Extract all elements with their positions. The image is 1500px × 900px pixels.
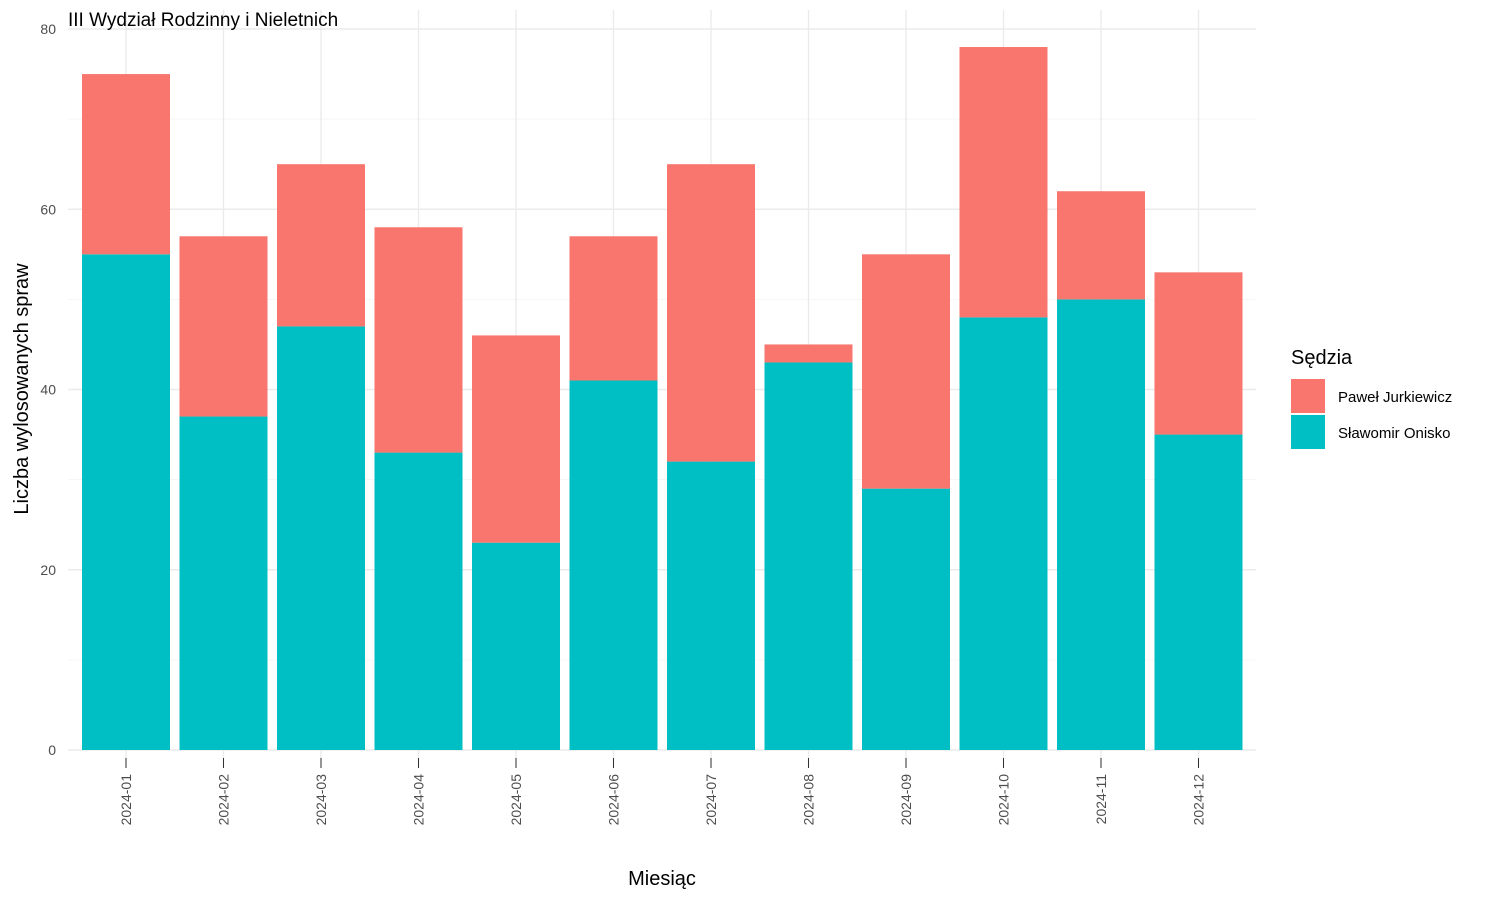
chart-title: III Wydział Rodzinny i Nieletnich — [68, 10, 338, 31]
x-tick-label: 2024-10 — [996, 774, 1012, 826]
bar-segment — [277, 326, 365, 750]
bar-segment — [959, 47, 1048, 318]
bar-segment — [1057, 299, 1145, 750]
x-tick-label: 2024-12 — [1191, 774, 1207, 826]
bar-segment — [764, 344, 853, 363]
x-tick-label: 2024-01 — [118, 774, 134, 826]
legend-title: Sędzia — [1291, 347, 1353, 369]
legend-label: Paweł Jurkiewicz — [1338, 389, 1452, 406]
bar-segment — [374, 452, 463, 750]
y-tick-label: 40 — [40, 382, 56, 398]
y-tick-label: 60 — [40, 201, 56, 217]
x-tick-label: 2024-09 — [898, 774, 914, 826]
x-tick-label: 2024-06 — [606, 774, 622, 826]
bar-segment — [82, 254, 170, 750]
y-axis-title: Liczba wylosowanych spraw — [11, 263, 33, 515]
bar-segment — [1057, 191, 1145, 300]
x-tick-label: 2024-04 — [411, 774, 427, 826]
bar-segment — [82, 74, 170, 255]
x-axis-ticks: 2024-01 2024-02 2024-03 2024-04 2024-05 2024-… — [118, 758, 1207, 825]
bar-segment — [1154, 272, 1243, 435]
x-tick-label: 2024-03 — [313, 774, 329, 826]
bar-segment — [374, 227, 463, 453]
legend-key — [1291, 415, 1325, 449]
bar-segment — [959, 317, 1048, 750]
bar-segment — [569, 236, 658, 381]
legend-label: Sławomir Onisko — [1338, 425, 1451, 442]
y-axis-ticks: 0 20 40 60 80 — [40, 21, 56, 758]
y-tick-label: 20 — [40, 562, 56, 578]
x-tick-label: 2024-02 — [216, 774, 232, 826]
bar-segment — [667, 164, 755, 462]
legend: Sędzia Paweł Jurkiewicz Sławomir Onisko — [1291, 347, 1452, 449]
x-tick-label: 2024-07 — [703, 774, 719, 826]
bar-segment — [179, 416, 268, 750]
bar-segment — [764, 362, 853, 750]
bars — [82, 47, 1243, 750]
bar-segment — [862, 254, 950, 489]
bar-segment — [277, 164, 365, 327]
bar-segment — [569, 380, 658, 750]
y-tick-label: 0 — [48, 742, 56, 758]
bar-segment — [472, 542, 560, 750]
x-axis-title: Miesiąc — [628, 868, 696, 890]
bar-segment — [667, 461, 755, 750]
x-tick-label: 2024-11 — [1093, 774, 1109, 825]
bar-segment — [1154, 434, 1243, 750]
bar-segment — [862, 488, 950, 750]
x-tick-label: 2024-05 — [508, 774, 524, 826]
legend-key — [1291, 379, 1325, 413]
bar-segment — [179, 236, 268, 417]
y-tick-label: 80 — [40, 21, 56, 37]
bar-segment — [472, 335, 560, 543]
x-tick-label: 2024-08 — [801, 774, 817, 826]
